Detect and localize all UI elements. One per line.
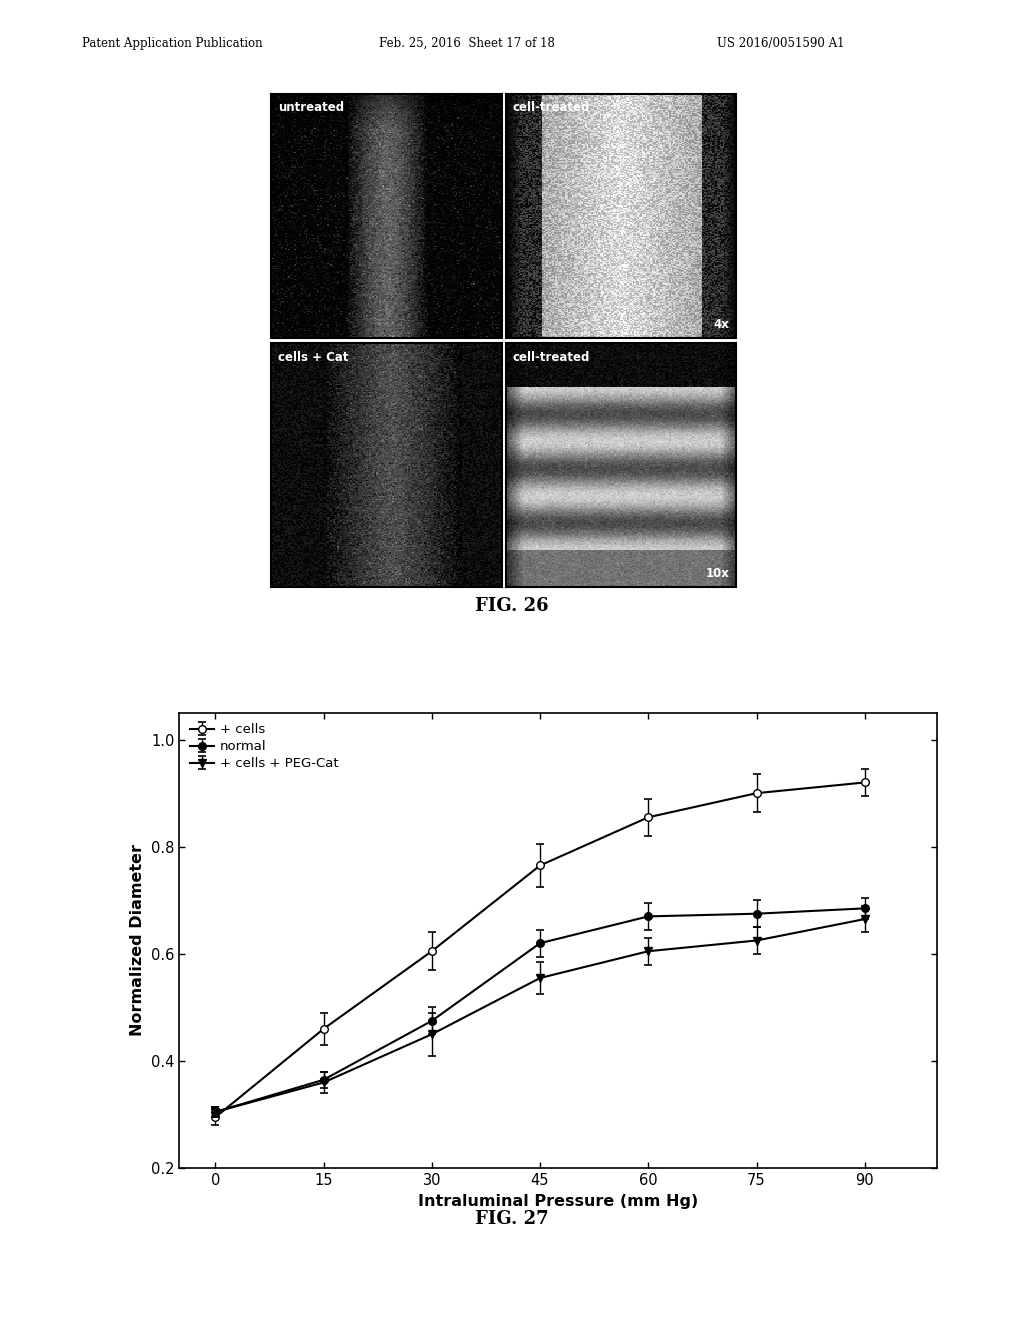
- Text: cell-treated: cell-treated: [513, 351, 590, 363]
- Text: 10x: 10x: [706, 568, 729, 579]
- Text: FIG. 27: FIG. 27: [475, 1210, 549, 1229]
- Text: 4x: 4x: [714, 318, 729, 330]
- Text: Feb. 25, 2016  Sheet 17 of 18: Feb. 25, 2016 Sheet 17 of 18: [379, 37, 555, 50]
- Text: cell-treated: cell-treated: [513, 102, 590, 114]
- Text: FIG. 26: FIG. 26: [475, 597, 549, 615]
- X-axis label: Intraluminal Pressure (mm Hg): Intraluminal Pressure (mm Hg): [418, 1193, 698, 1209]
- Text: Patent Application Publication: Patent Application Publication: [82, 37, 262, 50]
- Text: untreated: untreated: [279, 102, 344, 114]
- Text: cells + Cat: cells + Cat: [279, 351, 349, 363]
- Y-axis label: Normalized Diameter: Normalized Diameter: [130, 845, 145, 1036]
- Text: US 2016/0051590 A1: US 2016/0051590 A1: [717, 37, 845, 50]
- Legend: + cells, normal, + cells + PEG-Cat: + cells, normal, + cells + PEG-Cat: [185, 719, 343, 775]
